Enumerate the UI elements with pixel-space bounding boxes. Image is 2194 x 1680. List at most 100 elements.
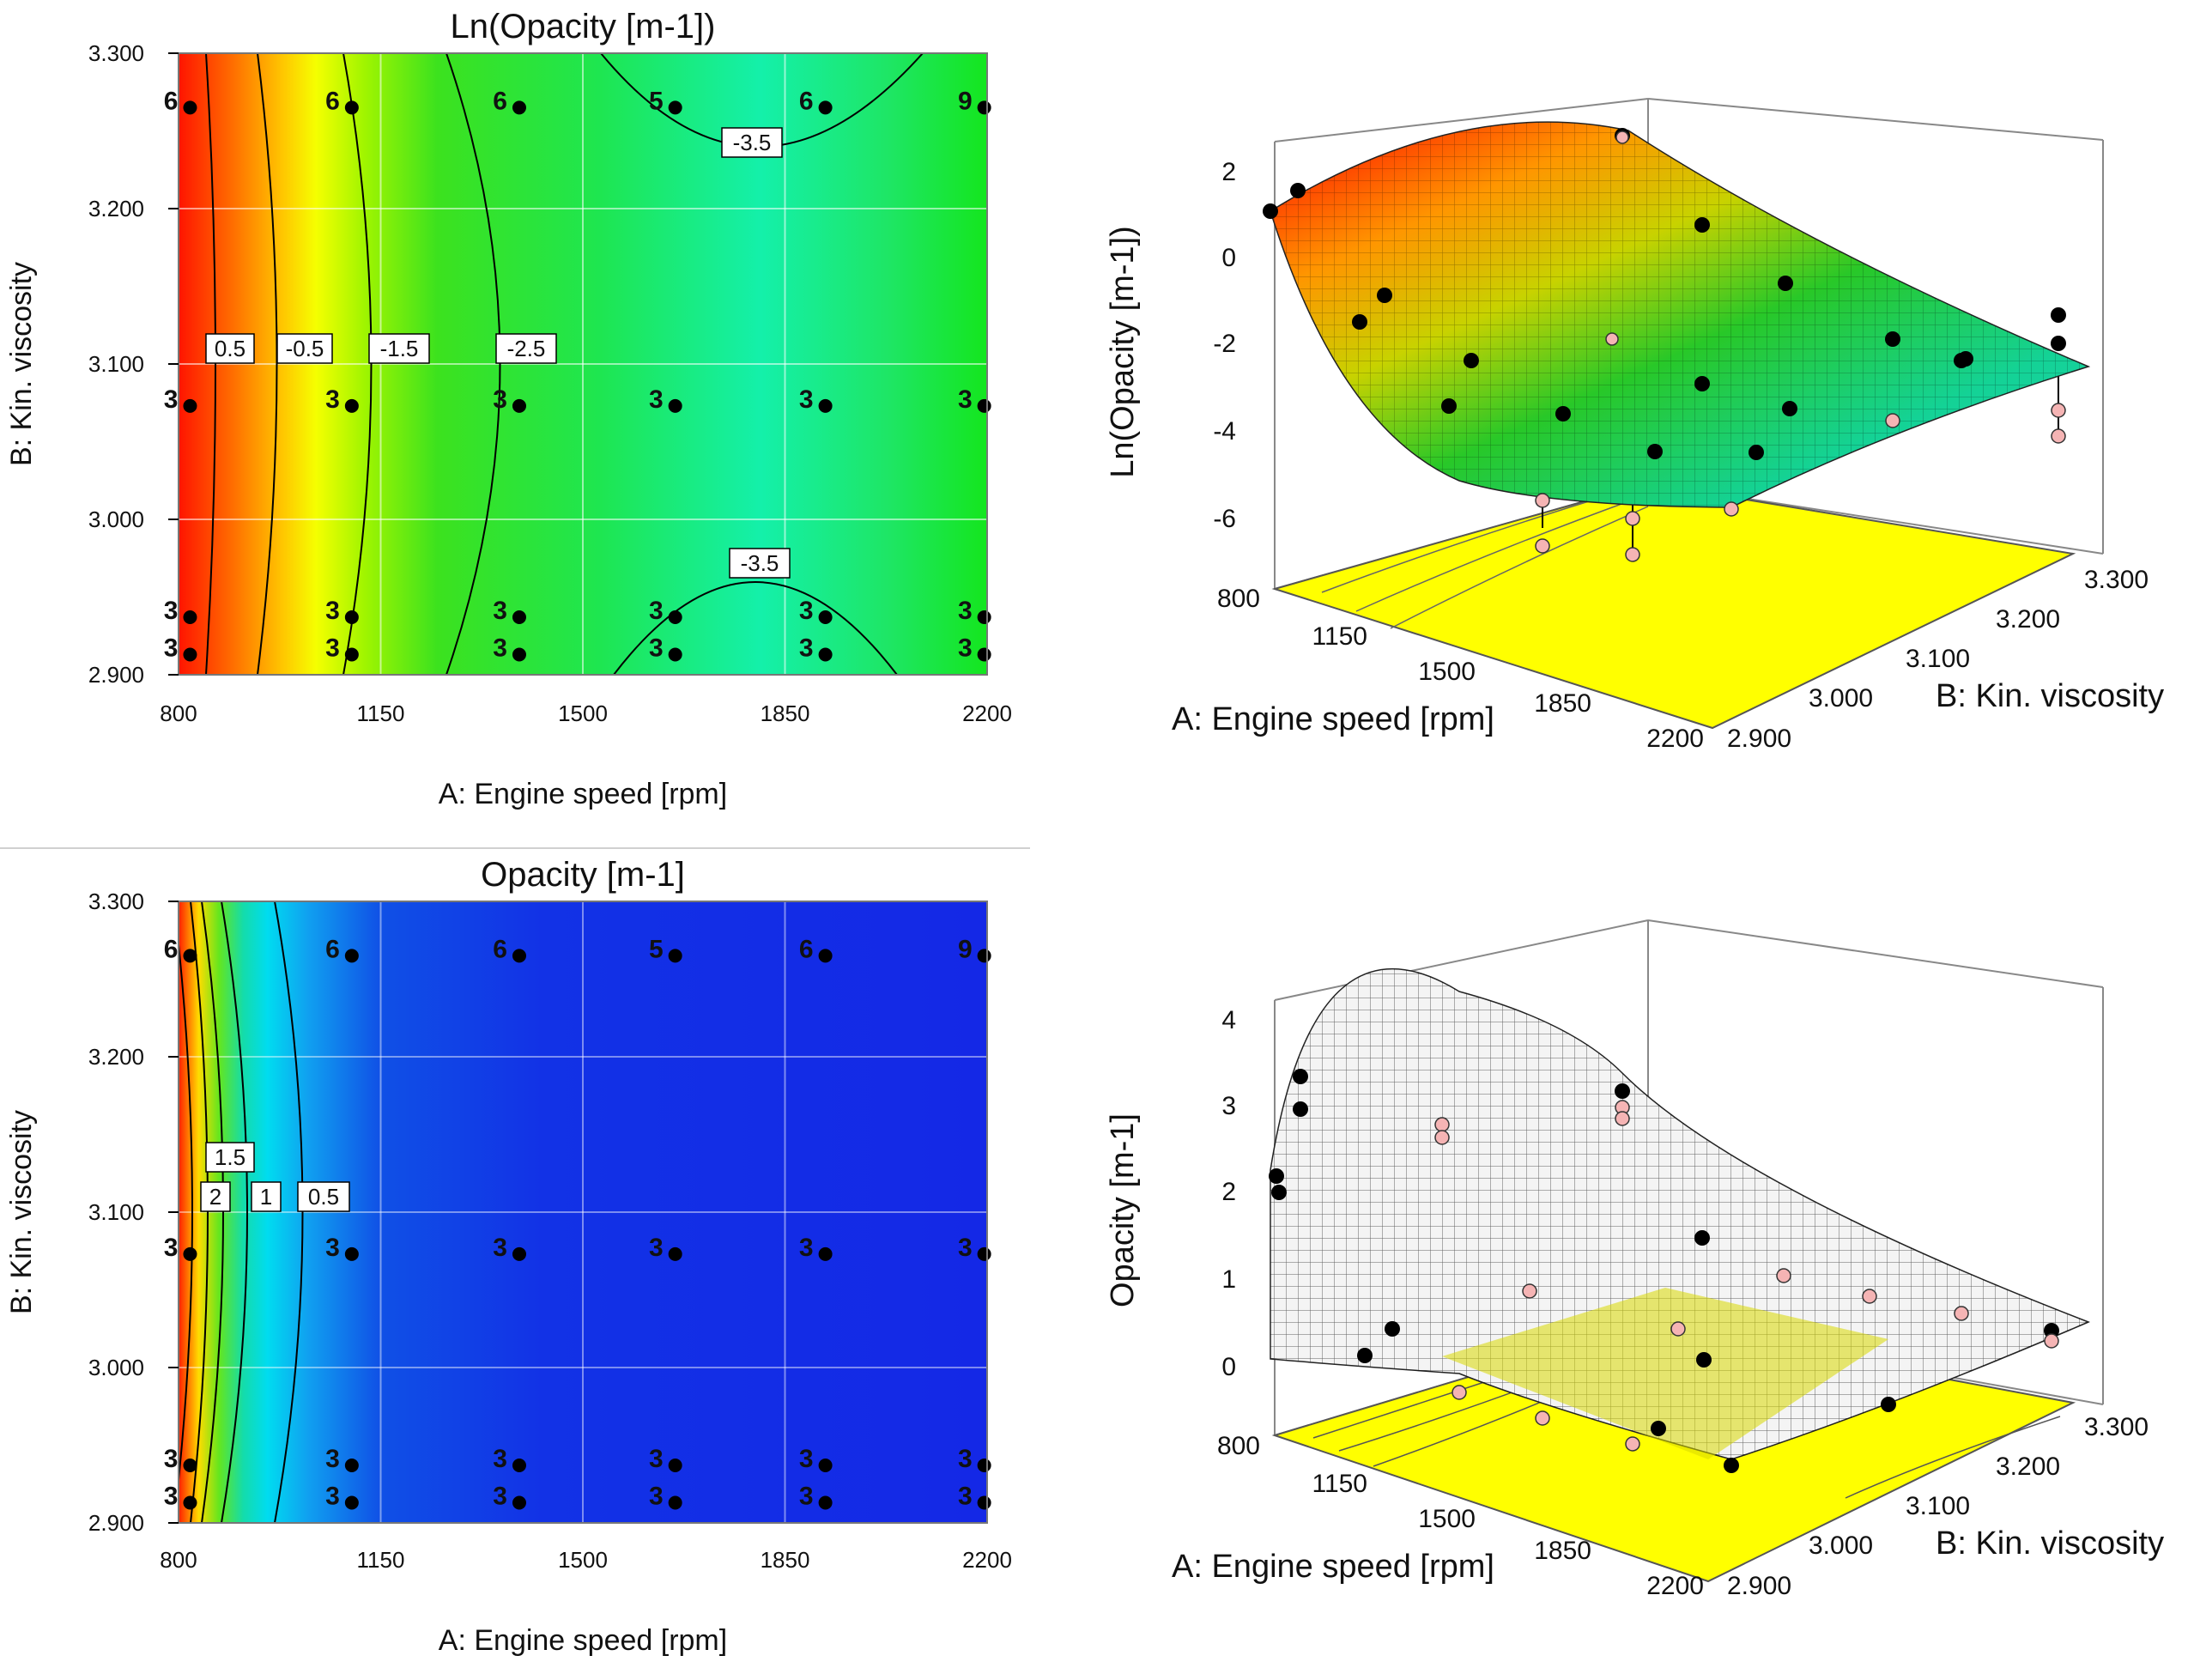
- design-point-count: 3: [164, 634, 179, 662]
- observed-point: [1263, 203, 1278, 219]
- observed-point: [1357, 1348, 1373, 1363]
- z-tick-label: 3: [1221, 1092, 1236, 1120]
- z-tick-labels: 2 0 -2 -4 -6: [1213, 158, 1236, 533]
- design-point-count: 3: [958, 1234, 973, 1262]
- gridlines: [179, 53, 987, 675]
- design-point: [818, 949, 833, 963]
- y-tick-label: 3.100: [1906, 645, 1970, 673]
- svg-text:2: 2: [209, 1184, 221, 1210]
- contour-line-0.5: [274, 901, 304, 1523]
- design-point-count: 3: [325, 385, 340, 414]
- predicted-point: [1670, 1321, 1686, 1337]
- design-point-count: 9: [958, 87, 973, 115]
- design-point: [977, 949, 991, 963]
- design-point-count: 6: [493, 87, 507, 115]
- observed-point: [1293, 1069, 1308, 1084]
- design-point: [512, 1495, 526, 1510]
- design-point-count: 3: [493, 1482, 507, 1510]
- chart-title: Ln(Opacity [m-1]): [451, 8, 716, 45]
- design-point-count: 3: [649, 1234, 664, 1262]
- observed-point: [2051, 336, 2066, 351]
- surface-mesh: [1270, 968, 2088, 1459]
- svg-text:1: 1: [260, 1184, 272, 1210]
- z-tick-labels: 4 3 2 1 0: [1221, 1006, 1236, 1381]
- y-tick-marks: [168, 901, 179, 1524]
- design-point-count: 3: [958, 1482, 973, 1510]
- design-point: [183, 1495, 197, 1510]
- design-point-count: 3: [325, 597, 340, 625]
- y-tick-label: 2.900: [1727, 1572, 1791, 1600]
- contour-labels: 2 1.5 1 0.5: [200, 1142, 350, 1212]
- design-point-count: 3: [164, 385, 179, 414]
- observed-point: [1293, 1101, 1308, 1117]
- design-point-count: 3: [325, 1482, 340, 1510]
- x-tick-label: 1150: [1312, 622, 1367, 651]
- design-point-count: 3: [958, 597, 973, 625]
- observed-point: [1724, 1458, 1739, 1473]
- predicted-point: [1625, 547, 1640, 562]
- design-point-count: 3: [325, 1445, 340, 1473]
- design-point-count: 3: [958, 634, 973, 662]
- floor-contours: [1321, 493, 1649, 629]
- x-tick-label: 1850: [761, 701, 810, 726]
- observed-point: [1271, 1185, 1287, 1200]
- y-axis-title: B: Kin. viscosity: [1936, 678, 2164, 714]
- y-tick-label: 3.000: [88, 506, 144, 532]
- y-tick-label: 3.000: [1809, 1531, 1873, 1560]
- design-point: [344, 100, 359, 115]
- design-point: [818, 1459, 833, 1473]
- design-point: [977, 1459, 991, 1473]
- design-point-count: 3: [958, 1445, 973, 1473]
- x-axis-title: A: Engine speed [rpm]: [439, 778, 727, 810]
- observed-point: [1885, 331, 1900, 347]
- design-point-count: 6: [799, 87, 814, 115]
- design-point: [977, 1495, 991, 1510]
- predicted-point: [2051, 428, 2066, 444]
- y-tick-label: 3.000: [88, 1355, 144, 1380]
- observed-point: [1694, 1230, 1710, 1246]
- observed-point: [1385, 1321, 1400, 1337]
- x-tick-labels: 800 1150 1500 1850 2200: [160, 701, 1012, 726]
- design-point-count: 3: [493, 385, 507, 414]
- y-tick-labels: 3.300 3.200 3.100 3.000 2.900: [88, 40, 144, 688]
- observed-point: [1651, 1421, 1666, 1436]
- design-point-count: 6: [164, 935, 179, 963]
- y-tick-label: 3.100: [88, 351, 144, 377]
- contour-label: -3.5: [721, 127, 783, 158]
- y-tick-label: 3.000: [1809, 684, 1873, 713]
- y-tick-label: 3.300: [88, 40, 144, 66]
- observed-point: [1881, 1397, 1896, 1412]
- contour-label: -3.5: [729, 548, 791, 579]
- design-point-count: 3: [493, 1445, 507, 1473]
- observed-point: [2051, 307, 2066, 323]
- z-tick-label: 0: [1221, 1353, 1236, 1381]
- observed-point: [1441, 398, 1457, 414]
- design-point-count: 3: [649, 385, 664, 414]
- predicted-point: [1625, 1436, 1640, 1452]
- svg-text:-2.5: -2.5: [507, 336, 546, 361]
- z-tick-label: -6: [1213, 505, 1236, 533]
- x-axis-title: A: Engine speed [rpm]: [1172, 1549, 1494, 1585]
- opacity-contour-plot: Opacity [m-1] 2 1.5 1 0.5 6 6 6 5 6 93 3 3 3 3 33 3…: [5, 856, 1012, 1657]
- design-point-count: 3: [799, 1234, 814, 1262]
- x-tick-label: 1150: [1312, 1470, 1367, 1498]
- contour-line-neg2.5: [445, 53, 501, 675]
- y-tick-label: 3.200: [88, 196, 144, 221]
- observed-point: [1464, 353, 1479, 368]
- design-point-count: 3: [493, 1234, 507, 1262]
- y-tick-label: 3.300: [2084, 1413, 2149, 1441]
- chart-title: Opacity [m-1]: [481, 856, 685, 894]
- design-point-count: 3: [799, 1445, 814, 1473]
- design-point-count: 3: [649, 634, 664, 662]
- x-tick-label: 1850: [1534, 1537, 1591, 1565]
- design-point: [818, 100, 833, 115]
- predicted-point: [1452, 1385, 1467, 1400]
- design-point: [977, 398, 991, 413]
- design-point: [512, 610, 526, 625]
- x-tick-label: 800: [160, 1547, 197, 1573]
- design-point-count: 9: [958, 935, 973, 963]
- contour-label: 0.5: [297, 1181, 350, 1212]
- observed-point: [1749, 445, 1764, 460]
- design-point: [512, 647, 526, 662]
